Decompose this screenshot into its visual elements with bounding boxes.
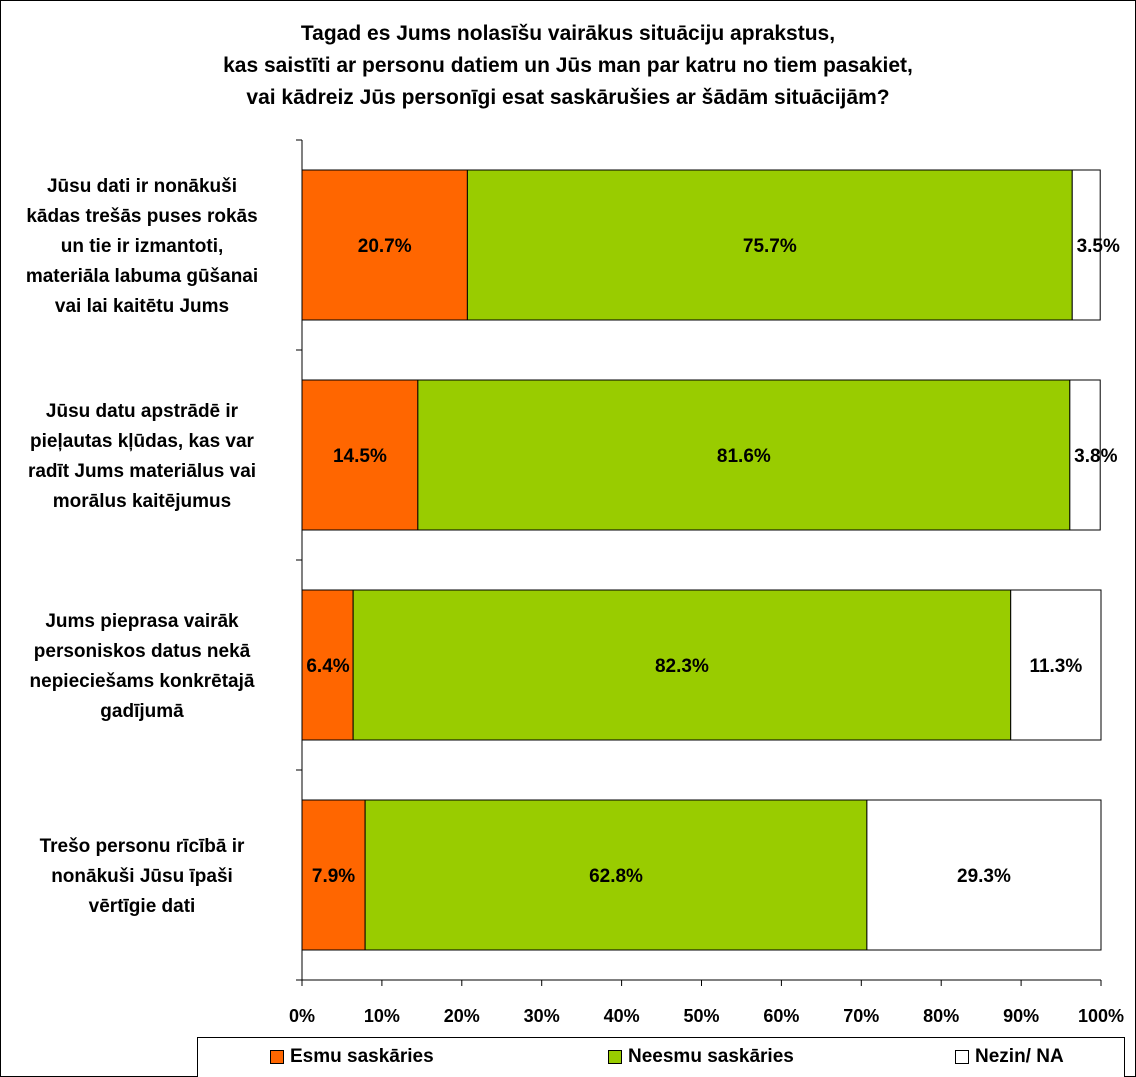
chart-title: Tagad es Jums nolasīšu vairākus situācij… — [0, 18, 1136, 114]
bar-segment-esmu — [301, 379, 419, 531]
category-label: materiāla labuma gūšanai — [26, 266, 258, 287]
data-label-nezin: 29.3% — [957, 866, 1011, 887]
category-label: Jums pieprasa vairāk — [45, 611, 239, 632]
category-label: morālus kaitējumus — [53, 491, 231, 512]
category-label: nonākuši Jūsu īpaši — [51, 866, 233, 887]
x-tick-label: 10% — [364, 1006, 400, 1026]
bar-segment-neesmu — [352, 589, 1012, 741]
legend-item-nezin: Nezin/ NA — [955, 1046, 1064, 1068]
data-label-esmu: 7.9% — [312, 866, 355, 887]
legend-item-esmu: Esmu saskāries — [270, 1046, 434, 1068]
category-label: personiskos datus nekā — [34, 641, 251, 662]
data-label-neesmu: 81.6% — [717, 446, 771, 467]
x-tick-label: 20% — [444, 1006, 480, 1026]
legend-swatch-nezin — [955, 1050, 969, 1064]
x-tick-label: 30% — [524, 1006, 560, 1026]
title-line-1: Tagad es Jums nolasīšu vairākus situācij… — [300, 22, 836, 45]
legend-label-nezin: Nezin/ NA — [975, 1046, 1064, 1067]
legend: Esmu saskāries Neesmu saskāries Nezin/ N… — [197, 1037, 1125, 1077]
legend-label-esmu: Esmu saskāries — [290, 1046, 434, 1067]
bar-segment-nezin — [1069, 379, 1101, 531]
category-label: Jūsu dati ir nonākuši — [47, 176, 237, 197]
bar-segment-esmu — [301, 169, 468, 321]
x-tick-label: 80% — [923, 1006, 959, 1026]
x-tick-label: 90% — [1003, 1006, 1039, 1026]
legend-swatch-esmu — [270, 1050, 284, 1064]
x-tick-label: 60% — [763, 1006, 799, 1026]
legend-swatch-neesmu — [608, 1050, 622, 1064]
category-label: nepieciešams konkrētajā — [30, 671, 255, 692]
data-label-nezin: 3.5% — [1077, 236, 1120, 257]
category-label: vai lai kaitētu Jums — [55, 296, 229, 317]
data-label-nezin: 11.3% — [1029, 656, 1082, 677]
legend-label-neesmu: Neesmu saskāries — [628, 1046, 794, 1067]
title-line-2: kas saistīti ar personu datiem un Jūs ma… — [223, 54, 913, 77]
x-tick-label: 50% — [683, 1006, 719, 1026]
bar-segment-neesmu — [417, 379, 1071, 531]
bar-segment-nezin — [1071, 169, 1101, 321]
category-label: Trešo personu rīcībā ir — [40, 836, 245, 857]
bar-segment-esmu — [301, 589, 354, 741]
bar-segment-neesmu — [364, 799, 868, 951]
data-label-neesmu: 82.3% — [655, 656, 709, 677]
data-label-neesmu: 62.8% — [589, 866, 643, 887]
category-label: vērtīgie dati — [89, 896, 196, 917]
x-tick-label: 70% — [843, 1006, 879, 1026]
data-label-nezin: 3.8% — [1074, 446, 1117, 467]
legend-item-neesmu: Neesmu saskāries — [608, 1046, 794, 1068]
category-label: radīt Jums materiālus vai — [28, 461, 256, 482]
x-tick-label: 40% — [604, 1006, 640, 1026]
x-tick-label: 100% — [1078, 1006, 1124, 1026]
category-label: pieļautas kļūdas, kas var — [30, 431, 255, 452]
bar-segment-nezin — [1010, 589, 1102, 741]
category-label: kādas trešās puses rokās — [26, 206, 257, 227]
data-label-esmu: 20.7% — [358, 236, 412, 257]
data-label-esmu: 14.5% — [333, 446, 387, 467]
x-tick-label: 0% — [289, 1006, 315, 1026]
bar-segment-esmu — [301, 799, 366, 951]
data-label-neesmu: 75.7% — [743, 236, 797, 257]
category-label: gadījumā — [100, 701, 184, 722]
bar-segment-nezin — [866, 799, 1102, 951]
data-label-esmu: 6.4% — [306, 656, 349, 677]
bar-segment-neesmu — [466, 169, 1073, 321]
category-label: un tie ir izmantoti, — [61, 236, 224, 257]
title-line-3: vai kādreiz Jūs personīgi esat saskāruši… — [246, 86, 890, 109]
category-label: Jūsu datu apstrādē ir — [46, 401, 239, 422]
